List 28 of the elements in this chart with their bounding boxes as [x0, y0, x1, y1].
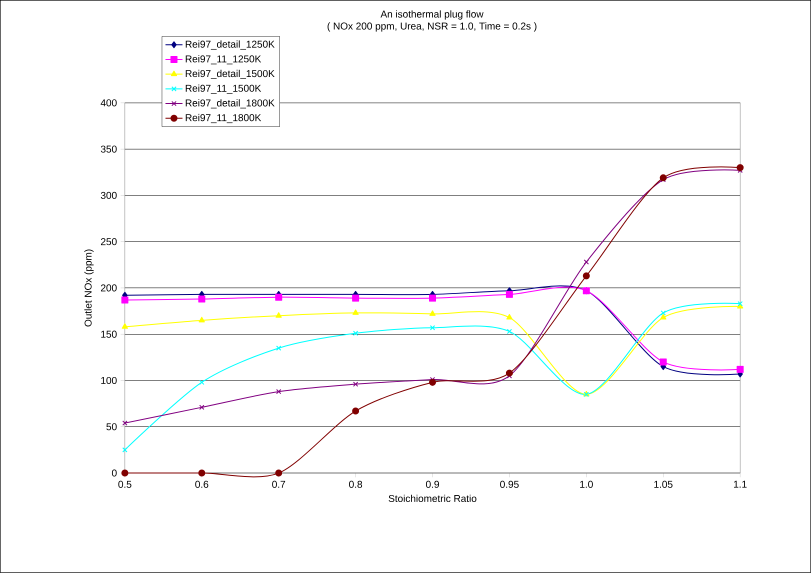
y-axis-title: Outlet NOx (ppm) — [84, 250, 94, 327]
x-tick-label: 1.05 — [654, 480, 673, 488]
y-tick-label: 400 — [100, 99, 117, 106]
chart-subtitle: ( NOx 200 ppm, Urea, NSR = 1.0, Time = 0.2s ) — [328, 22, 536, 32]
y-tick-label: 150 — [101, 330, 117, 338]
x-tick-label: 0.95 — [500, 480, 519, 488]
y-tick-label: 350 — [100, 146, 117, 153]
legend-label: Rei97_11_1500K — [186, 84, 262, 94]
x-tick-label: 0.7 — [272, 480, 286, 488]
legend-label: Rei97_11_1250K — [186, 55, 262, 64]
legend-label: Rei97_detail_1500K — [186, 70, 275, 80]
legend-label: Rei97_11_1800K — [186, 114, 262, 124]
y-tick-label: 100 — [101, 377, 117, 384]
y-tick-label: 0 — [112, 470, 117, 477]
x-tick-label: 1.0 — [580, 480, 593, 488]
y-tick-label: 300 — [100, 192, 117, 199]
y-tick-label: 250 — [100, 238, 117, 246]
legend-label: Rei97_detail_1250K — [186, 40, 275, 50]
x-tick-label: 0.6 — [195, 480, 208, 488]
y-tick-label: 50 — [106, 423, 117, 430]
chart-title: An isothermal plug flow — [380, 10, 484, 20]
x-axis-title: Stoichiometric Ratio — [388, 494, 476, 502]
y-tick-label: 200 — [100, 284, 117, 292]
x-tick-label: 0.5 — [118, 480, 132, 488]
x-tick-label: 0.9 — [426, 480, 439, 488]
x-tick-label: 1.1 — [734, 480, 747, 488]
legend-label: Rei97_detail_1800K — [186, 99, 275, 108]
x-tick-label: 0.8 — [349, 480, 362, 488]
